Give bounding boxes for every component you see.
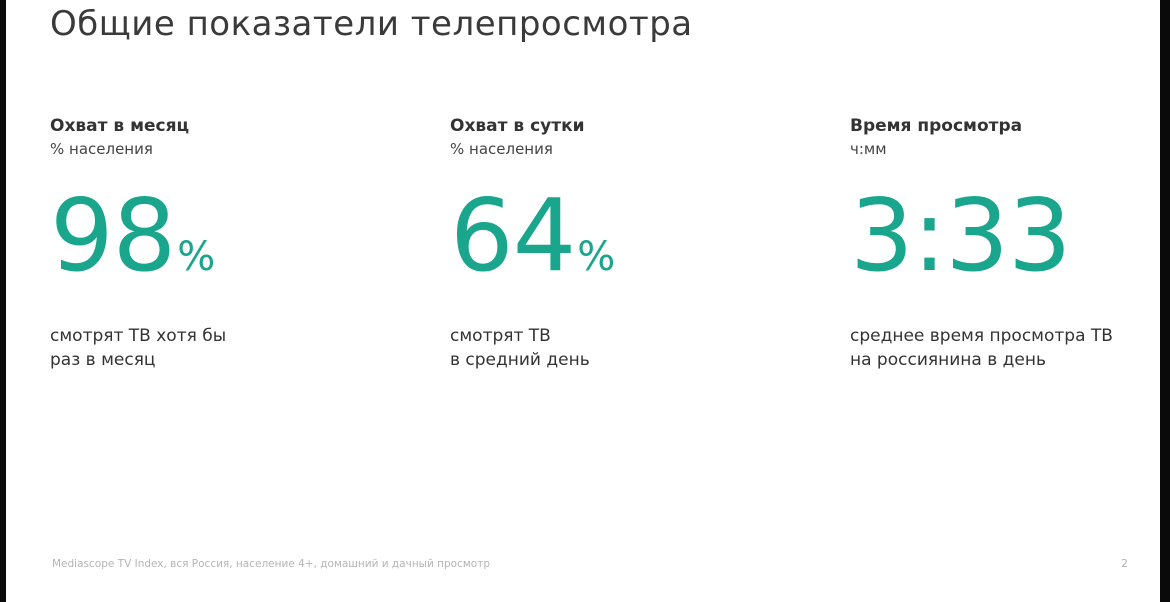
- metric-description-line: смотрят ТВ: [450, 326, 551, 346]
- metric-subheading: % населения: [450, 140, 553, 158]
- metric-description-line: раз в месяц: [50, 350, 156, 370]
- metric-daily-reach: Охват в сутки % населения 64% смотрят ТВ…: [450, 114, 780, 370]
- slide-title: Общие показатели телепросмотра: [50, 4, 693, 44]
- metric-description: среднее время просмотра ТВ на россиянина…: [850, 324, 1170, 372]
- slide: Общие показатели телепросмотра Охват в м…: [6, 0, 1160, 602]
- metric-viewing-time: Время просмотра ч:мм 3:33 среднее время …: [850, 114, 1170, 370]
- metric-monthly-reach: Охват в месяц % населения 98% смотрят ТВ…: [50, 114, 380, 370]
- metric-description-line: среднее время просмотра ТВ: [850, 326, 1113, 346]
- metric-description-line: смотрят ТВ хотя бы: [50, 326, 227, 346]
- metric-description-line: в средний день: [450, 350, 590, 370]
- metric-subheading: ч:мм: [850, 140, 887, 158]
- metric-value: 98%: [50, 186, 215, 286]
- metric-value-unit: %: [577, 234, 616, 280]
- page-number: 2: [1121, 557, 1128, 570]
- metric-description: смотрят ТВ хотя бы раз в месяц: [50, 324, 370, 372]
- metric-value-number: 64: [450, 177, 576, 294]
- metric-description-line: на россиянина в день: [850, 350, 1046, 370]
- metric-value-number: 98: [50, 177, 176, 294]
- metric-value: 3:33: [850, 186, 1072, 286]
- metric-value-number: 3:33: [850, 177, 1072, 294]
- metric-heading: Время просмотра: [850, 116, 1023, 136]
- metric-value: 64%: [450, 186, 615, 286]
- metric-subheading: % населения: [50, 140, 153, 158]
- metric-value-unit: %: [177, 234, 216, 280]
- metric-heading: Охват в месяц: [50, 116, 190, 136]
- metric-description: смотрят ТВ в средний день: [450, 324, 770, 372]
- metric-heading: Охват в сутки: [450, 116, 585, 136]
- source-footnote: Mediascope TV Index, вся Россия, населен…: [52, 558, 490, 570]
